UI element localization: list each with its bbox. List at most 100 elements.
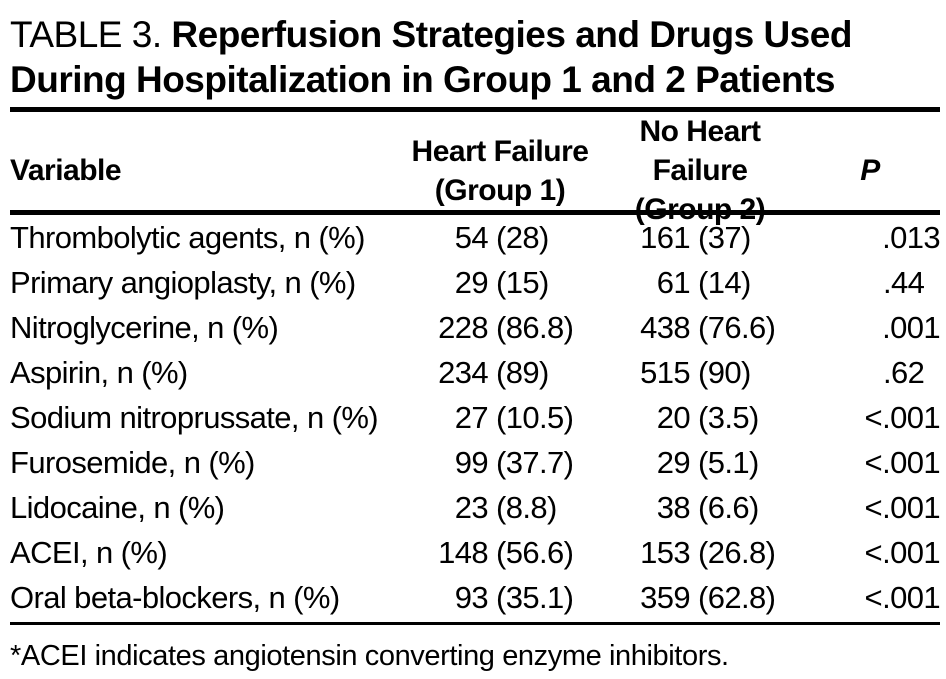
group1-value: 148 (56.6) <box>400 535 600 571</box>
group1-percent: (8.8) <box>496 489 557 525</box>
group2-percent: (6.6) <box>698 489 759 525</box>
table-number: TABLE 3. <box>10 14 162 55</box>
table-row: Primary angioplasty, n (%) 29 (15) 61 (14)… <box>10 260 940 305</box>
row-label: Furosemide, n (%) <box>10 444 255 480</box>
group2-count: 29 <box>656 444 691 480</box>
p-number: .001 <box>882 489 941 525</box>
group1-value: 99 (37.7) <box>400 445 600 481</box>
table-row: Sodium nitroprussate, n (%) 27 (10.5) 20(… <box>10 395 941 440</box>
col-header-variable: Variable <box>10 153 122 187</box>
p-value: < .001 <box>800 399 941 436</box>
row-label: Thrombolytic agents, n (%) <box>10 219 365 255</box>
group2-percent: (26.8) <box>698 534 776 570</box>
group1-count: 99 <box>454 444 489 480</box>
p-number: .001 <box>882 399 941 435</box>
group1-value: 23 (8.8) <box>400 490 600 526</box>
row-label: ACEI, n (%) <box>10 534 168 570</box>
group1-percent: (56.6) <box>496 534 574 570</box>
p-number: .44 <box>883 264 925 300</box>
group1-value: 29 (15) <box>400 265 600 301</box>
group2-count: 38 <box>656 489 691 525</box>
group2-value: 29 (5.1) <box>600 445 800 481</box>
p-value: < .001 <box>800 579 941 616</box>
group2-value: 38 (6.6) <box>600 490 800 526</box>
col-header-group1: Heart Failure (Group 1) <box>400 132 600 210</box>
group1-count: 228 <box>438 309 489 345</box>
p-number: .001 <box>882 309 941 345</box>
group2-value: 359 (62.8) <box>600 580 800 616</box>
group1-count: 93 <box>454 579 489 615</box>
p-value: < .001 <box>800 489 941 526</box>
table-row: ACEI, n (%) 148 (56.6) 153 (26.8) < .001 <box>10 530 941 575</box>
row-label: Aspirin, n (%) <box>10 354 188 390</box>
group2-percent: (62.8) <box>698 579 776 615</box>
table-body: Thrombolytic agents, n (%) 54 (28) 161 (37… <box>10 215 941 620</box>
group1-percent: (35.1) <box>496 579 574 615</box>
group1-value: 93 (35.1) <box>400 580 600 616</box>
table-row: Aspirin, n (%) 234 (89) 515 (90) .62 <box>10 350 940 395</box>
col-header-group1-line2: (Group 1) <box>434 173 566 207</box>
group2-percent: (37) <box>698 219 751 255</box>
group2-value: 61 (14) <box>600 265 800 301</box>
p-value: .013 <box>800 219 941 256</box>
group1-count: 29 <box>454 264 489 300</box>
group2-value: 153 (26.8) <box>600 535 800 571</box>
group1-count: 148 <box>438 534 489 570</box>
p-number: .013 <box>882 219 941 255</box>
col-header-group2-line2: (Group 2) <box>634 193 766 226</box>
p-prefix: < <box>864 489 883 525</box>
table-title-text2: During Hospitalization in Group 1 and 2 … <box>10 59 836 100</box>
col-header-group2: No Heart Failure (Group 2) <box>600 112 800 229</box>
group1-count: 23 <box>454 489 489 525</box>
group1-value: 234 (89) <box>400 355 600 391</box>
group1-percent: (89) <box>496 354 549 390</box>
p-value: < .001 <box>800 444 941 481</box>
group2-value: 20 (3.5) <box>600 400 800 436</box>
table-title: TABLE 3. Reperfusion Strategies and Drug… <box>10 12 940 102</box>
row-label: Primary angioplasty, n (%) <box>10 264 356 300</box>
table-row: Oral beta-blockers, n (%) 93 (35.1) 359 (6… <box>10 575 941 620</box>
group1-count: 54 <box>454 219 489 255</box>
col-header-group1-line1: Heart Failure <box>411 134 589 168</box>
col-header-group2-line1: No Heart Failure <box>639 115 761 187</box>
group2-percent: (14) <box>698 264 751 300</box>
group2-value: 438 (76.6) <box>600 310 800 346</box>
p-value: .44 <box>800 265 940 301</box>
table-row: Thrombolytic agents, n (%) 54 (28) 161 (37… <box>10 215 941 260</box>
table-row: Lidocaine, n (%) 23 (8.8) 38 (6.6) < .001 <box>10 485 941 530</box>
group2-count: 161 <box>640 219 691 255</box>
p-value: .62 <box>800 355 940 391</box>
p-number: .001 <box>882 444 941 480</box>
group2-count: 438 <box>640 309 691 345</box>
group2-count: 515 <box>640 354 691 390</box>
group1-percent: (10.5) <box>496 399 574 435</box>
rule-above-footnote <box>10 622 940 625</box>
group2-percent: (90) <box>698 354 751 390</box>
row-label: Nitroglycerine, n (%) <box>10 309 279 345</box>
p-prefix: < <box>864 444 883 480</box>
group1-value: 228 (86.8) <box>400 310 600 346</box>
group2-percent: (5.1) <box>698 444 759 480</box>
p-value: < .001 <box>800 534 941 571</box>
table-title-line1: TABLE 3. Reperfusion Strategies and Drug… <box>10 12 940 57</box>
group1-value: 27 (10.5) <box>400 400 600 436</box>
p-prefix: < <box>864 399 883 435</box>
group1-percent: (86.8) <box>496 309 574 345</box>
p-prefix: < <box>864 579 883 615</box>
group2-percent: (76.6) <box>698 309 776 345</box>
group2-percent: (3.5) <box>698 399 759 435</box>
group2-count: 20 <box>656 399 691 435</box>
group1-count: 234 <box>438 354 489 390</box>
p-number: .62 <box>883 354 925 390</box>
group1-percent: (15) <box>496 264 549 300</box>
col-header-p: P <box>860 153 880 187</box>
p-value: .001 <box>800 309 941 346</box>
header-row: Variable Heart Failure (Group 1) No Hear… <box>10 112 940 226</box>
group1-count: 27 <box>454 399 489 435</box>
rule-below-header <box>10 210 940 215</box>
row-label: Oral beta-blockers, n (%) <box>10 579 340 615</box>
group2-count: 359 <box>640 579 691 615</box>
row-label: Lidocaine, n (%) <box>10 489 225 525</box>
p-prefix: < <box>864 534 883 570</box>
